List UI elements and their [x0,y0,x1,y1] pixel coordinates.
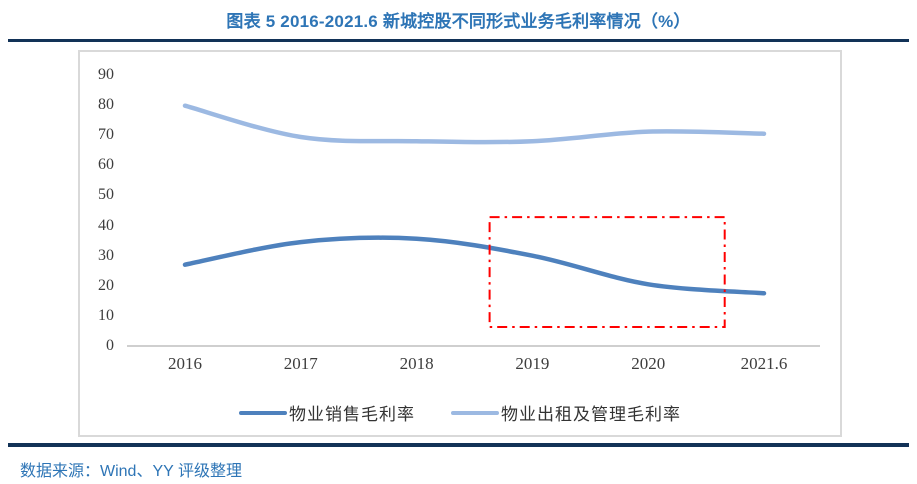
legend-label: 物业出租及管理毛利率 [501,405,681,424]
y-axis-tick-label: 10 [98,306,114,324]
legend-label: 物业销售毛利率 [289,405,415,424]
y-axis-tick-label: 90 [98,66,114,83]
chart-title: 图表 5 2016-2021.6 新城控股不同形式业务毛利率情况（%） [226,12,691,31]
top-divider-rule [8,39,909,42]
legend-item-1: 物业出租及管理毛利率 [451,400,681,425]
legend-line-swatch [239,410,287,415]
x-axis-tick-label: 2018 [399,354,434,373]
line-chart-canvas [127,103,820,347]
y-axis-tick-label: 30 [98,246,114,264]
legend-item-0: 物业销售毛利率 [239,400,415,425]
x-axis-tick-label: 2019 [515,354,550,373]
series-line-0 [182,235,767,296]
x-axis-tick-label: 2020 [631,354,666,373]
series-line-1 [182,103,767,145]
chart-legend: 物业销售毛利率 物业出租及管理毛利率 [80,400,840,425]
x-axis-tick-label: 2016 [168,354,202,373]
y-axis-tick-label: 50 [98,186,114,204]
y-axis-tick-label: 80 [98,96,114,114]
x-axis-tick-label: 2021.6 [740,354,788,373]
data-source-note: 数据来源：Wind、YY 评级整理 [20,463,242,480]
y-axis-tick-label: 20 [98,276,114,294]
y-axis-tick-label: 60 [98,156,114,174]
legend-line-swatch [451,410,499,415]
y-axis-tick-label: 70 [98,126,114,144]
x-axis-tick-label: 2017 [283,354,318,373]
y-axis-tick-label: 40 [98,216,114,234]
bottom-divider-rule [8,443,909,447]
chart-plot-area: 0 10 20 30 40 50 60 70 80 90 2016 2017 2018 2019 2020… [78,50,842,437]
highlight-dash-dot-rectangle [488,216,726,329]
y-axis-tick-label: 0 [106,337,114,354]
